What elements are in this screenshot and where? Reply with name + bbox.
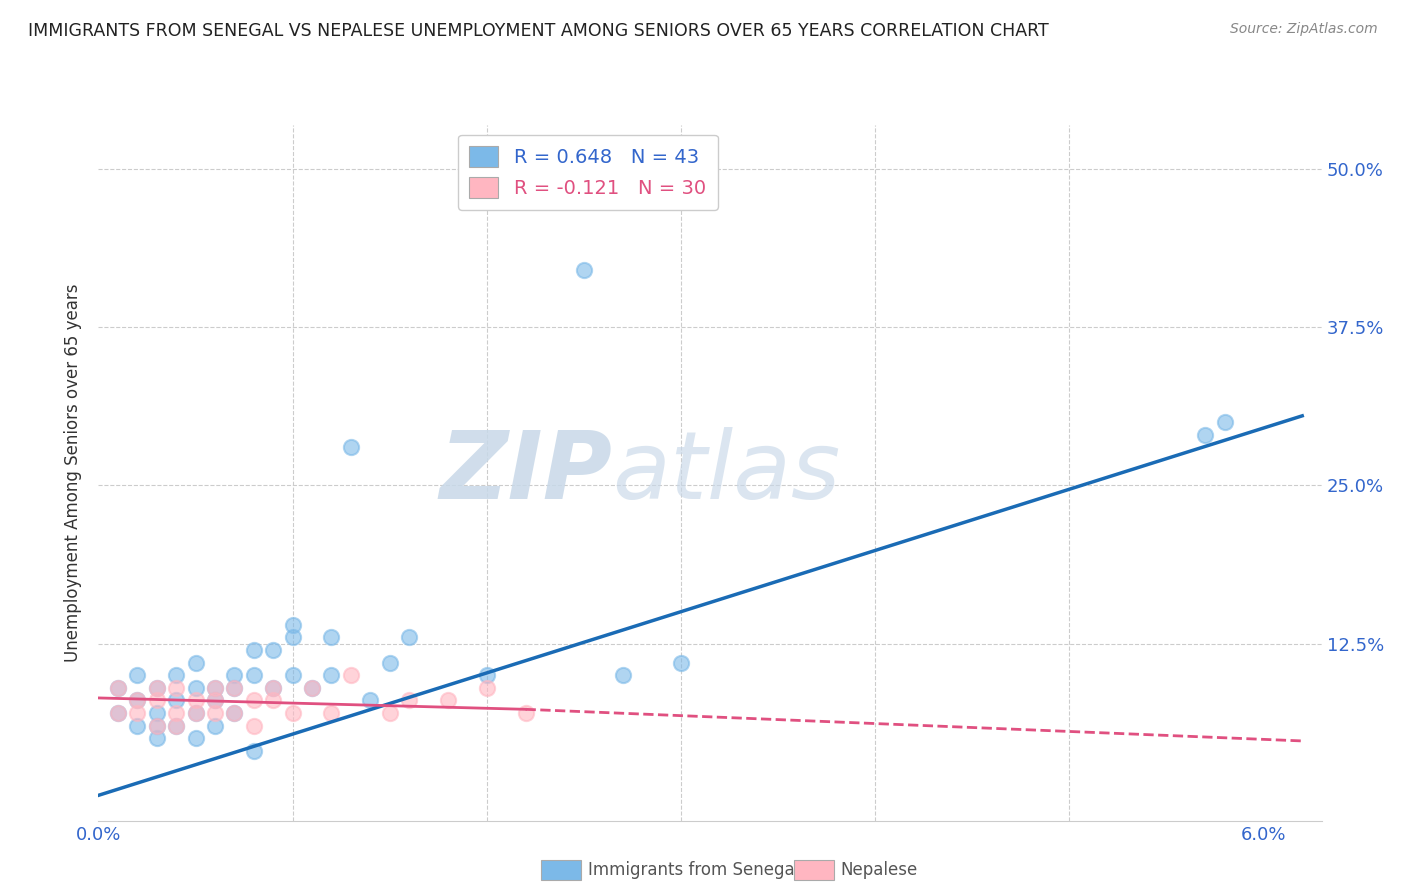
Point: [145, 681, 167, 695]
Point: [184, 731, 207, 746]
Legend: R = 0.648   N = 43, R = -0.121   N = 30: R = 0.648 N = 43, R = -0.121 N = 30: [457, 135, 718, 210]
Point: [145, 719, 167, 733]
Point: [359, 693, 381, 707]
Point: [127, 668, 149, 682]
Point: [224, 706, 246, 720]
Point: [107, 706, 129, 720]
Point: [475, 681, 498, 695]
Point: [669, 656, 692, 670]
Point: [145, 693, 167, 707]
Point: [145, 719, 167, 733]
Point: [224, 668, 246, 682]
Point: [242, 693, 264, 707]
Point: [145, 681, 167, 695]
Point: [224, 706, 246, 720]
Point: [184, 656, 207, 670]
Point: [281, 668, 304, 682]
Point: [204, 719, 226, 733]
Point: [301, 681, 323, 695]
Point: [281, 630, 304, 644]
Point: [321, 630, 343, 644]
Point: [321, 706, 343, 720]
Point: [127, 706, 149, 720]
Point: [612, 668, 634, 682]
Point: [184, 681, 207, 695]
Point: [262, 643, 284, 657]
Point: [224, 681, 246, 695]
Point: [204, 693, 226, 707]
Point: [165, 719, 187, 733]
Point: [398, 630, 420, 644]
Point: [204, 681, 226, 695]
Point: [242, 744, 264, 758]
Point: [340, 441, 363, 455]
Point: [184, 706, 207, 720]
Point: [340, 668, 363, 682]
Point: [475, 668, 498, 682]
Point: [378, 706, 401, 720]
Point: [165, 681, 187, 695]
Point: [321, 668, 343, 682]
Point: [378, 656, 401, 670]
Point: [184, 706, 207, 720]
Point: [281, 706, 304, 720]
Point: [572, 263, 595, 277]
Y-axis label: Unemployment Among Seniors over 65 years: Unemployment Among Seniors over 65 years: [65, 284, 83, 662]
Text: Immigrants from Senegal: Immigrants from Senegal: [588, 861, 799, 879]
Point: [107, 681, 129, 695]
Point: [127, 693, 149, 707]
Text: Nepalese: Nepalese: [841, 861, 918, 879]
Point: [165, 706, 187, 720]
Point: [204, 706, 226, 720]
Point: [224, 681, 246, 695]
Point: [204, 681, 226, 695]
Text: ZIP: ZIP: [439, 426, 612, 519]
Point: [165, 719, 187, 733]
Point: [262, 681, 284, 695]
Point: [262, 693, 284, 707]
Point: [515, 706, 537, 720]
Point: [262, 681, 284, 695]
Point: [107, 681, 129, 695]
Point: [184, 693, 207, 707]
Point: [107, 706, 129, 720]
Text: atlas: atlas: [612, 427, 841, 518]
Point: [127, 719, 149, 733]
Point: [1194, 427, 1216, 442]
Point: [165, 668, 187, 682]
Point: [145, 731, 167, 746]
Point: [1213, 415, 1236, 429]
Point: [281, 617, 304, 632]
Point: [398, 693, 420, 707]
Point: [165, 693, 187, 707]
Point: [242, 719, 264, 733]
Point: [242, 668, 264, 682]
Point: [127, 693, 149, 707]
Text: IMMIGRANTS FROM SENEGAL VS NEPALESE UNEMPLOYMENT AMONG SENIORS OVER 65 YEARS COR: IMMIGRANTS FROM SENEGAL VS NEPALESE UNEM…: [28, 22, 1049, 40]
Point: [204, 693, 226, 707]
Text: Source: ZipAtlas.com: Source: ZipAtlas.com: [1230, 22, 1378, 37]
Point: [242, 643, 264, 657]
Point: [145, 706, 167, 720]
Point: [301, 681, 323, 695]
Point: [437, 693, 460, 707]
